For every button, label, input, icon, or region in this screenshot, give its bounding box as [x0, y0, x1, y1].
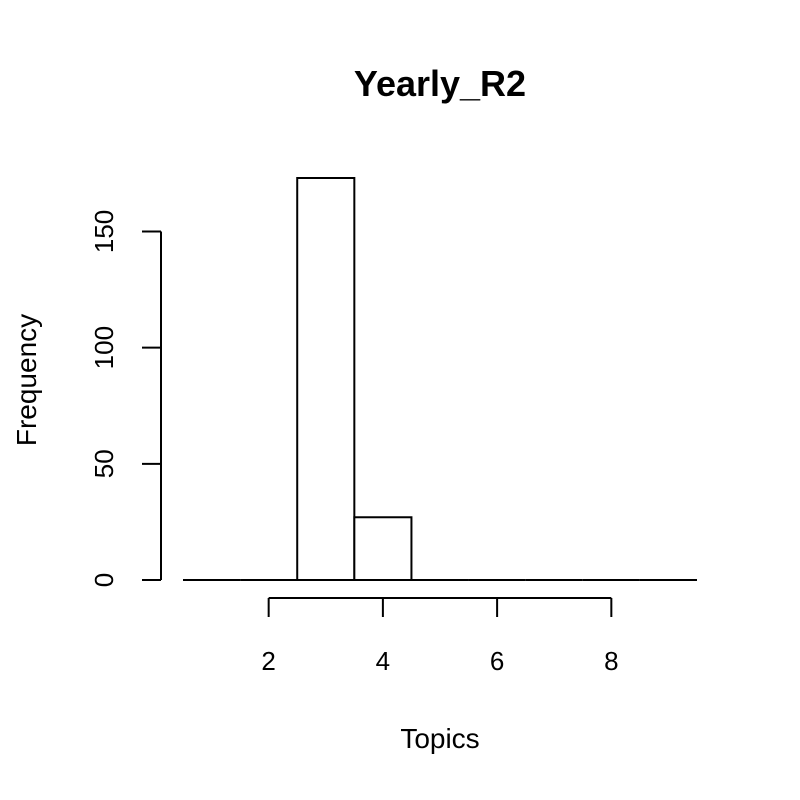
histogram-bar [353, 516, 413, 582]
x-axis: 2 4 6 8 [261, 597, 619, 676]
y-tick-label: 50 [89, 449, 119, 478]
x-tick-label: 2 [261, 646, 275, 676]
bars-group [183, 177, 697, 582]
y-tick-label: 150 [89, 210, 119, 253]
x-tick-label: 4 [376, 646, 390, 676]
histogram-bar [296, 177, 356, 581]
x-tick-label: 8 [604, 646, 618, 676]
y-tick-label: 0 [89, 573, 119, 587]
y-axis: 0 50 100 150 [89, 210, 162, 587]
chart-title: Yearly_R2 [354, 63, 526, 104]
y-tick-label: 100 [89, 326, 119, 369]
x-tick-label: 6 [490, 646, 504, 676]
y-axis-title: Frequency [11, 314, 42, 446]
x-axis-title: Topics [400, 723, 479, 754]
